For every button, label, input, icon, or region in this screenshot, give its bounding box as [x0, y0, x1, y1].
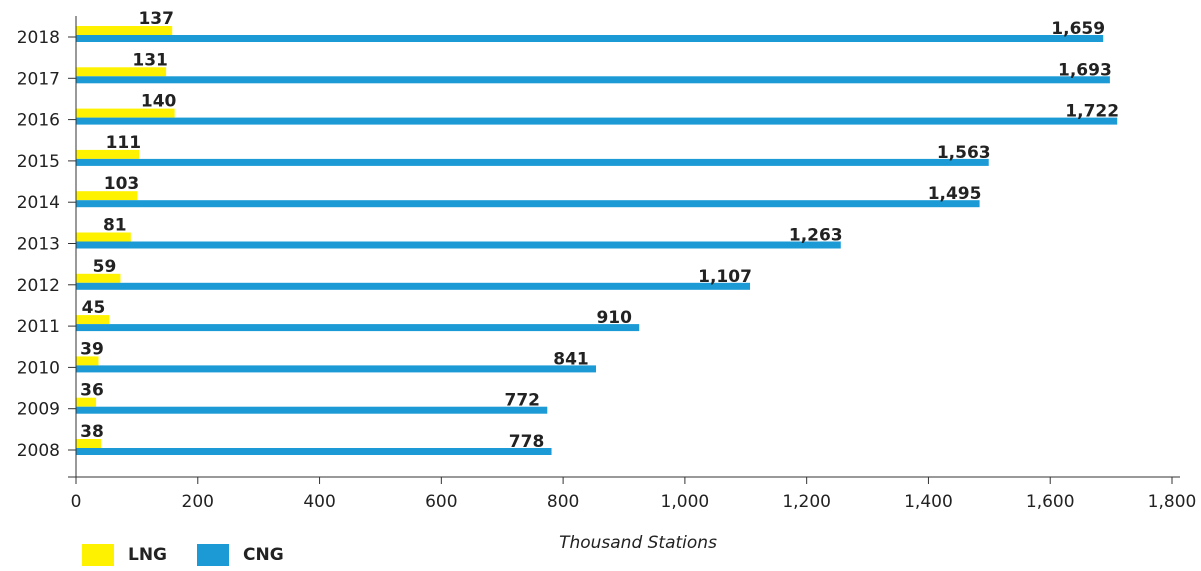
- bar-lng-2014: [76, 191, 138, 201]
- y-tick-label-2014: 2014: [17, 193, 60, 213]
- data-label-cng-2009: 772: [505, 391, 541, 411]
- y-tick-label-2008: 2008: [17, 441, 60, 461]
- bar-lng-2012: [76, 273, 121, 283]
- x-tick-label-400: 400: [303, 492, 335, 512]
- axes-group: 2018201720162015201420132012201120102009…: [17, 16, 1197, 512]
- data-label-lng-2010: 39: [80, 339, 104, 359]
- legend-item-cng: CNG: [197, 544, 284, 566]
- bar-cng-2012: [76, 282, 751, 290]
- y-tick-label-2013: 2013: [17, 235, 60, 255]
- bar-lng-2015: [76, 149, 140, 159]
- x-tick-label-0: 0: [71, 492, 82, 512]
- y-tick-label-2018: 2018: [17, 28, 60, 48]
- bar-lng-2010: [76, 356, 99, 366]
- x-tick-label-1400: 1,400: [904, 492, 953, 512]
- data-label-cng-2018: 1,659: [1051, 19, 1105, 39]
- bar-lng-2016: [76, 108, 175, 118]
- data-label-cng-2014: 1,495: [928, 184, 982, 204]
- data-label-cng-2017: 1,693: [1058, 60, 1112, 80]
- data-label-lng-2016: 140: [141, 92, 177, 112]
- legend-item-lng: LNG: [82, 544, 167, 566]
- x-tick-label-1200: 1,200: [782, 492, 831, 512]
- data-label-cng-2010: 841: [553, 349, 589, 369]
- bar-cng-2018: [76, 35, 1104, 42]
- data-label-lng-2008: 38: [80, 422, 104, 442]
- data-label-lng-2011: 45: [82, 298, 106, 318]
- legend-swatch-cng: [197, 544, 230, 566]
- bar-lng-2013: [76, 232, 131, 242]
- data-label-lng-2018: 137: [138, 9, 174, 29]
- bar-lng-2011: [76, 315, 110, 325]
- bar-cng-2014: [76, 200, 980, 208]
- y-tick-label-2009: 2009: [17, 400, 60, 420]
- x-tick-label-1000: 1,000: [661, 492, 710, 512]
- data-label-lng-2014: 103: [104, 174, 140, 194]
- x-tick-label-200: 200: [182, 492, 214, 512]
- bar-cng-2015: [76, 158, 989, 166]
- data-label-lng-2017: 131: [132, 50, 168, 70]
- data-label-lng-2009: 36: [80, 381, 104, 401]
- data-labels-group: 137 1,659 131 1,693 140 1,722 111 1,563 103 1,495…: [80, 9, 1119, 452]
- data-label-lng-2013: 81: [103, 216, 127, 236]
- legend-swatch-lng: [82, 544, 114, 566]
- data-label-cng-2015: 1,563: [937, 143, 991, 163]
- data-label-cng-2012: 1,107: [698, 267, 752, 287]
- bars-group: [76, 26, 1118, 455]
- data-label-cng-2016: 1,722: [1065, 102, 1119, 122]
- bar-cng-2008: [76, 448, 552, 455]
- data-label-lng-2015: 111: [106, 133, 142, 153]
- bar-lng-2008: [76, 439, 101, 448]
- y-tick-label-2012: 2012: [17, 276, 60, 296]
- bar-cng-2010: [76, 365, 596, 373]
- data-label-cng-2013: 1,263: [789, 226, 843, 246]
- legend-label-cng: CNG: [243, 545, 284, 565]
- y-tick-label-2010: 2010: [17, 358, 60, 378]
- x-tick-label-600: 600: [425, 492, 457, 512]
- data-label-lng-2012: 59: [93, 257, 117, 277]
- y-tick-label-2011: 2011: [17, 317, 60, 337]
- x-tick-label-800: 800: [547, 492, 579, 512]
- y-tick-label-2015: 2015: [17, 152, 60, 172]
- bar-lng-2009: [76, 397, 97, 407]
- bar-cng-2013: [76, 241, 841, 249]
- bar-cng-2009: [76, 406, 548, 414]
- x-tick-label-1800: 1,800: [1148, 492, 1197, 512]
- x-axis-title: Thousand Stations: [559, 533, 717, 553]
- data-label-cng-2008: 778: [509, 432, 545, 452]
- bar-cng-2017: [76, 76, 1110, 84]
- bar-lng-2017: [76, 67, 167, 77]
- legend-label-lng: LNG: [128, 545, 168, 565]
- data-label-cng-2011: 910: [596, 308, 632, 328]
- y-tick-label-2017: 2017: [17, 69, 60, 89]
- bar-cng-2011: [76, 324, 640, 332]
- legend: LNG CNG: [82, 544, 314, 566]
- bar-lng-2018: [76, 26, 173, 35]
- x-tick-label-1600: 1,600: [1026, 492, 1075, 512]
- bar-cng-2016: [76, 117, 1118, 125]
- y-tick-label-2016: 2016: [17, 111, 60, 131]
